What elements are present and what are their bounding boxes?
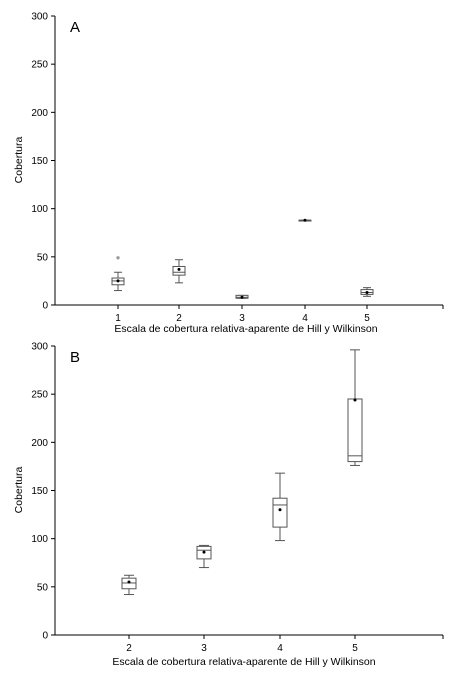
panel-b-x-tick-label: 2 (126, 643, 132, 654)
panel-a-y-axis-title: Cobertura (13, 137, 25, 184)
mean-point (127, 580, 131, 584)
panel-a-x-tick-label: 1 (115, 313, 121, 324)
panel-a-y-tick-label: 150 (31, 156, 48, 167)
panel-b-letter: B (70, 349, 80, 366)
mean-point (177, 267, 181, 271)
panel-b-y-tick-label: 250 (31, 390, 48, 401)
outlier-point (116, 256, 120, 260)
panel-b-box-4 (272, 472, 288, 542)
mean-point (202, 550, 206, 554)
iqr-box (272, 497, 288, 528)
panel-a-x-tick-label: 4 (302, 313, 308, 324)
panel-b-box-3 (196, 544, 212, 569)
mean-point (303, 218, 307, 222)
mean-point (278, 508, 282, 512)
panel-a-box-2 (172, 259, 186, 284)
panel-a-y-tick-label: 50 (37, 252, 49, 263)
panel-a-box-1 (111, 256, 125, 292)
panel-b-y-tick-label: 300 (31, 342, 48, 353)
mean-point (353, 398, 357, 402)
panel-a-x-tick-label: 2 (176, 313, 182, 324)
panel-a-y-tick-label: 0 (42, 301, 48, 312)
panel-a-box-4 (298, 218, 312, 222)
panel-a-y-tick-label: 200 (31, 108, 48, 119)
panel-a-y-tick-label: 300 (31, 12, 48, 23)
panel-b-box-5 (347, 349, 363, 466)
panel-b-x-axis-title: Escala de cobertura relativa-aparente de… (112, 656, 375, 668)
panel-a-x-axis-title: Escala de cobertura relativa-aparente de… (114, 323, 377, 335)
panel-b-x-tick-label: 4 (277, 643, 283, 654)
mean-point (240, 295, 244, 299)
panel-b-y-axis-title: Cobertura (13, 467, 25, 514)
panel-a-box-3 (235, 294, 249, 299)
panel-a-box-5 (360, 287, 374, 297)
mean-point (116, 279, 120, 283)
panel-b: B Cobertura Escala de cobertura relativa… (13, 342, 444, 668)
iqr-box (347, 398, 363, 463)
panel-b-x-tick-label: 3 (201, 643, 207, 654)
panel-a-x-tick-label: 5 (364, 313, 370, 324)
panel-b-y-tick-label: 100 (31, 534, 48, 545)
panel-b-y-tick-label: 150 (31, 486, 48, 497)
panel-b-y-tick-label: 50 (37, 582, 49, 593)
panel-a-y-tick-label: 250 (31, 60, 48, 71)
panel-b-y-tick-label: 200 (31, 438, 48, 449)
panel-a: A Cobertura Escala de cobertura relativa… (13, 12, 444, 335)
mean-point (365, 290, 369, 294)
panel-a-letter: A (70, 19, 80, 36)
panel-b-box-2 (121, 574, 137, 596)
panel-a-x-tick-label: 3 (239, 313, 245, 324)
panel-a-y-tick-label: 100 (31, 204, 48, 215)
panel-b-y-tick-label: 0 (42, 631, 48, 642)
panel-b-x-tick-label: 5 (352, 643, 358, 654)
